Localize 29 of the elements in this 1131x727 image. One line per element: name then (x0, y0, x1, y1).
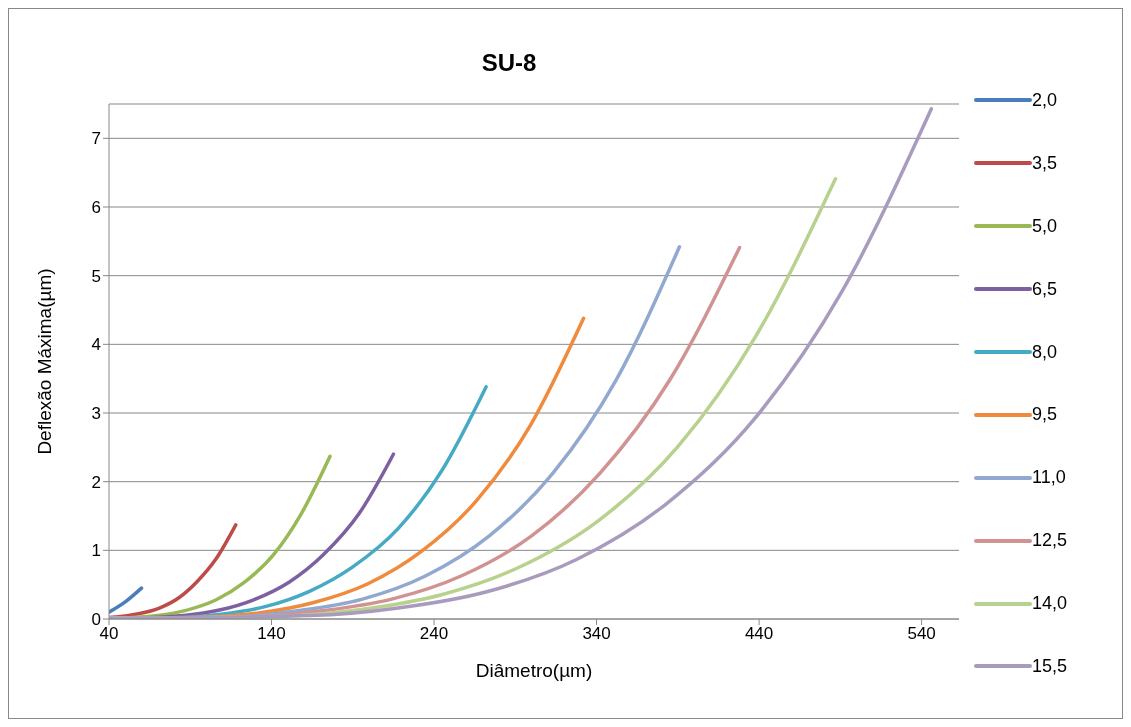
legend-label: 9,5 (1032, 404, 1058, 426)
x-tick-label: 140 (257, 624, 286, 644)
x-axis-title: Diâmetro(µm) (475, 660, 593, 681)
line-series (109, 107, 934, 619)
legend-label: 8,0 (1032, 341, 1058, 363)
y-tick-label: 3 (91, 404, 101, 424)
legend-label: 14,0 (1032, 593, 1068, 615)
legend-label: 3,5 (1032, 152, 1058, 174)
y-tick-label: 2 (91, 472, 101, 492)
y-tick-label: 6 (91, 198, 101, 218)
chart-title: SU-8 (480, 49, 538, 77)
legend-label: 6,5 (1032, 278, 1058, 300)
y-tick-label: 4 (91, 335, 101, 355)
legend-label: 12,5 (1032, 530, 1068, 552)
x-tick-label: 340 (582, 624, 611, 644)
y-tick-label: 0 (91, 610, 101, 630)
y-tick-label: 7 (91, 129, 101, 149)
x-tick-label: 240 (419, 624, 449, 644)
legend-label: 2,0 (1032, 89, 1058, 111)
legend-label: 11,0 (1032, 467, 1066, 489)
y-axis-title: Deflexão Máxima(µm) (33, 268, 55, 455)
x-tick-label: 440 (744, 624, 774, 644)
legend-label: 15,5 (1032, 655, 1068, 677)
y-tick-label: 5 (91, 266, 101, 286)
line-series (109, 523, 238, 619)
x-tick-label: 540 (907, 624, 936, 644)
y-tick-label: 1 (91, 541, 101, 561)
legend-label: 5,0 (1032, 215, 1058, 237)
x-tick-label: 40 (99, 624, 119, 644)
